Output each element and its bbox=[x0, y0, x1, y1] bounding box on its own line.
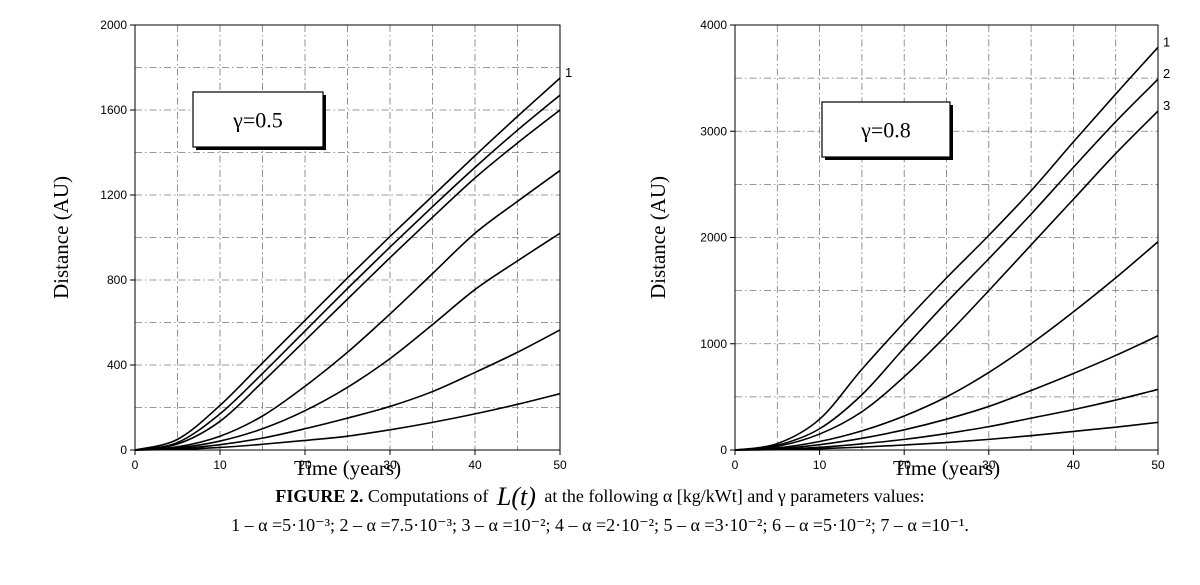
y-tick-label: 800 bbox=[107, 273, 127, 287]
x-tick-label: 0 bbox=[132, 458, 139, 472]
y-tick-label: 2000 bbox=[700, 231, 727, 245]
chart-panel-2: 0 10 20 30 40 50 0 1000 2000 3000 4000 1 2 3 γ=0.8 Time… bbox=[646, 18, 1170, 480]
series-label-3: 3 bbox=[1163, 98, 1170, 113]
series-line-4 bbox=[134, 169, 561, 451]
chart-grid bbox=[735, 25, 1158, 450]
y-axis-title: Distance (AU) bbox=[646, 176, 670, 299]
caption-tail: at the following α [kg/kWt] and γ parame… bbox=[539, 486, 925, 506]
x-tick-label: 50 bbox=[1151, 458, 1165, 472]
series-line-6 bbox=[734, 388, 1159, 451]
caption-text: Computations of bbox=[363, 486, 493, 506]
x-tick-label: 20 bbox=[298, 458, 312, 472]
x-tick-label: 40 bbox=[1067, 458, 1081, 472]
annotation-text: γ=0.8 bbox=[860, 118, 911, 143]
y-tick-label: 3000 bbox=[700, 124, 727, 138]
series-line-1 bbox=[734, 46, 1159, 451]
series-line-3 bbox=[734, 110, 1159, 451]
y-tick-label: 0 bbox=[120, 443, 127, 457]
series-line-2 bbox=[734, 78, 1159, 451]
x-axis-title: Time (years) bbox=[893, 456, 1000, 480]
x-tick-label: 20 bbox=[898, 458, 912, 472]
figure-caption: FIGURE 2. Computations of L(t) at the fo… bbox=[0, 482, 1200, 539]
y-tick-label: 400 bbox=[107, 358, 127, 372]
chart-panel-1: 0 10 20 30 40 50 0 400 800 1200 1600 2000 1 γ=0.5 Time… bbox=[49, 18, 572, 480]
caption-figure-label: FIGURE 2. bbox=[275, 486, 364, 506]
annotation-box bbox=[821, 101, 951, 158]
x-axis-title: Time (years) bbox=[294, 456, 401, 480]
y-tick-label: 4000 bbox=[700, 18, 727, 32]
y-tick-label: 0 bbox=[720, 443, 727, 457]
y-tick-label: 2000 bbox=[100, 18, 127, 32]
series-line-2 bbox=[134, 94, 561, 451]
series-label-1: 1 bbox=[1163, 34, 1170, 49]
series-label-1: 1 bbox=[565, 65, 572, 80]
x-tick-label: 0 bbox=[732, 458, 739, 472]
series-line-7 bbox=[134, 392, 561, 451]
series-line-3 bbox=[134, 109, 561, 451]
series-label-2: 2 bbox=[1163, 66, 1170, 81]
chart-grid bbox=[135, 25, 560, 450]
series-line-5 bbox=[134, 232, 561, 451]
x-tick-label: 30 bbox=[982, 458, 996, 472]
caption-function: L(t) bbox=[496, 482, 536, 511]
caption-line-1: FIGURE 2. Computations of L(t) at the fo… bbox=[0, 482, 1200, 511]
series-line-1 bbox=[134, 77, 561, 451]
caption-line-2: 1 – α =5·10⁻³; 2 – α =7.5·10⁻³; 3 – α =1… bbox=[231, 515, 969, 535]
series-line-6 bbox=[134, 329, 561, 451]
y-tick-label: 1600 bbox=[100, 103, 127, 117]
x-tick-label: 40 bbox=[468, 458, 482, 472]
annotation-text: γ=0.5 bbox=[232, 108, 283, 133]
annotation-box bbox=[192, 91, 324, 148]
y-axis-title: Distance (AU) bbox=[49, 176, 73, 299]
series-line-4 bbox=[734, 241, 1159, 451]
x-tick-label: 30 bbox=[383, 458, 397, 472]
series-line-7 bbox=[734, 421, 1159, 451]
x-tick-label: 50 bbox=[553, 458, 567, 472]
series-line-5 bbox=[734, 335, 1159, 451]
plot-frame bbox=[134, 24, 561, 451]
y-tick-label: 1200 bbox=[100, 188, 127, 202]
y-tick-label: 1000 bbox=[700, 337, 727, 351]
figure-charts: 0 10 20 30 40 5004008001200160020001γ=0.5Time… bbox=[49, 18, 1170, 480]
x-tick-label: 10 bbox=[813, 458, 827, 472]
x-tick-label: 10 bbox=[213, 458, 227, 472]
